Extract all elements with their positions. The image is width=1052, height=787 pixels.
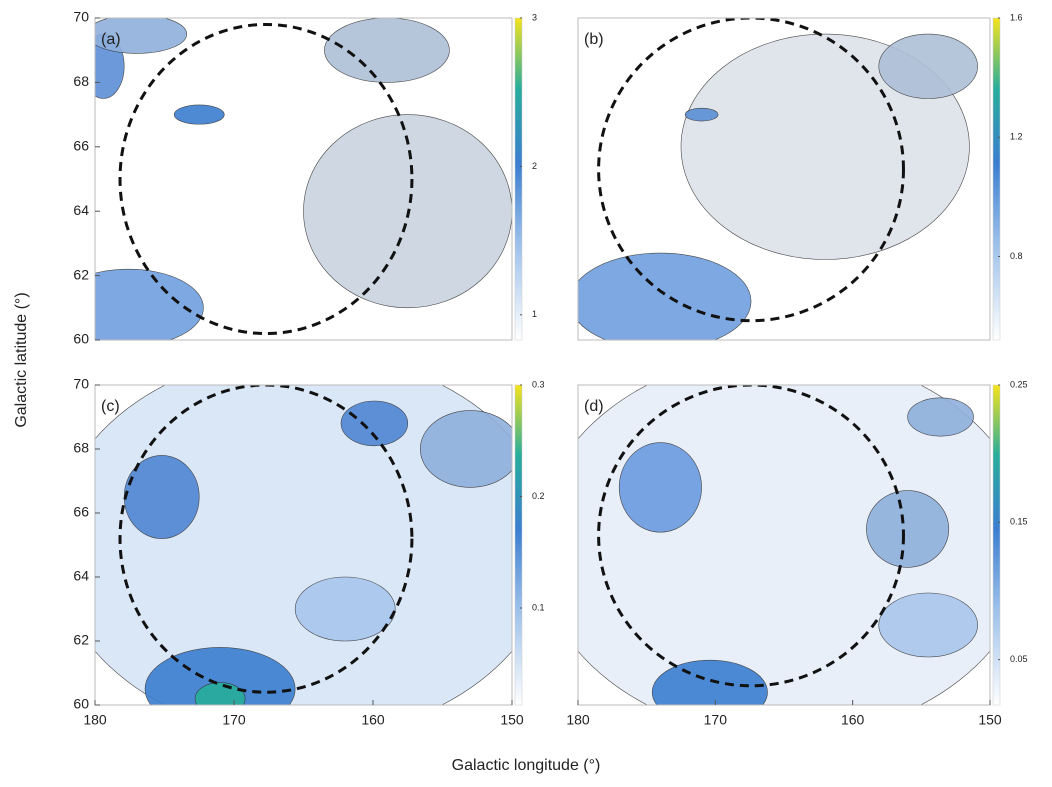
y-tick-label: 66 [73,504,89,520]
x-tick-label: 150 [500,712,524,728]
map-feature [685,108,718,121]
map-area [570,18,990,350]
colorbar-tick-label: 1 [532,309,537,319]
y-tick-label: 70 [73,376,89,392]
map-feature [53,353,553,737]
panel: (c) 60 62 64 66 68 70 180 170 160 150 0.1 0.2 0.3 [53,353,553,737]
map-feature [619,443,701,533]
y-tick-label: 62 [73,632,89,648]
map-feature [195,683,245,715]
panel-label: (d) [584,398,604,415]
panel: (b) 0.8 1.2 1.6 [570,12,1023,349]
colorbar-tick-label: 0.8 [1010,251,1023,261]
x-tick-label: 150 [978,712,1002,728]
map-feature [295,577,395,641]
map-feature [341,401,408,446]
y-tick-label: 62 [73,266,89,282]
map-feature [420,411,520,488]
map-area [537,353,1031,737]
map-feature [324,18,449,82]
colorbar-tick-label: 0.05 [1010,654,1028,664]
x-tick-label: 180 [83,712,107,728]
map-area [53,353,553,737]
y-axis-label: Galactic latitude (°) [13,292,30,427]
y-tick-label: 70 [73,9,89,25]
map-feature [570,253,751,350]
colorbar-tick-label: 2 [532,161,537,171]
x-axis-label: Galactic longitude (°) [452,757,601,774]
x-tick-label: 180 [566,712,590,728]
y-tick-label: 64 [73,568,89,584]
colorbar [515,18,522,340]
panel: (d) 180 170 160 150 0.05 0.15 0.25 [537,353,1031,737]
colorbar-tick-label: 0.3 [532,379,545,389]
map-feature [879,593,978,657]
x-tick-label: 160 [361,712,385,728]
x-tick-label: 170 [222,712,246,728]
y-tick-label: 60 [73,696,89,712]
panel-label: (b) [584,31,604,48]
colorbar [515,385,522,705]
x-tick-label: 170 [704,712,728,728]
y-tick-label: 68 [73,73,89,89]
colorbar-tick-label: 3 [532,12,537,22]
y-tick-label: 60 [73,331,89,347]
colorbar-tick-label: 0.2 [532,491,545,501]
colorbar [993,385,1000,705]
y-tick-label: 64 [73,202,89,218]
panel-label: (c) [101,398,120,415]
y-tick-label: 66 [73,138,89,154]
colorbar-tick-label: 1.6 [1010,12,1023,22]
colorbar [993,18,1000,340]
map-feature [908,398,974,436]
figure: Galactic latitude (°) Galactic longitude… [0,0,1052,782]
y-tick-label: 68 [73,440,89,456]
map-feature [879,34,978,98]
panel-label: (a) [101,31,121,48]
x-tick-label: 160 [841,712,865,728]
colorbar-tick-label: 0.1 [532,602,545,612]
colorbar-tick-label: 0.15 [1010,517,1028,527]
colorbar-tick-label: 0.25 [1010,379,1028,389]
map-area [53,15,512,347]
map-feature [866,491,948,568]
map-feature [174,105,224,124]
colorbar-tick-label: 1.2 [1010,132,1023,142]
panel: (a) 60 62 64 66 68 70 1 2 3 [53,9,537,347]
